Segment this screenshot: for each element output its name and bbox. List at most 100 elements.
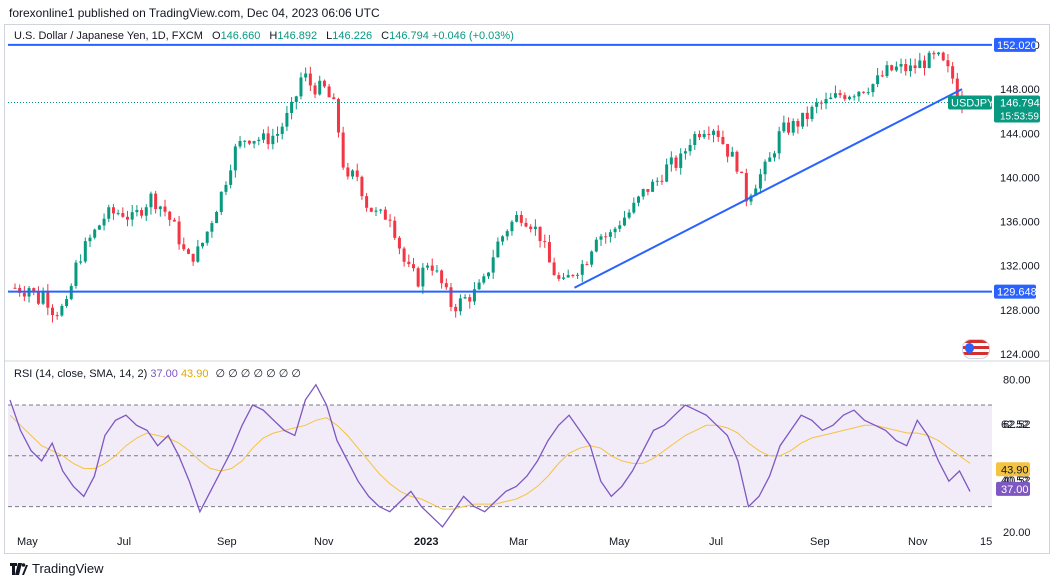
candle-body: [346, 167, 350, 177]
candle-body: [224, 184, 228, 192]
candle-body: [782, 122, 786, 132]
time-axis-tick-label: Sep: [810, 536, 830, 548]
candle-body: [810, 106, 814, 119]
close-value: 146.794: [389, 30, 429, 42]
candle-body: [285, 112, 289, 127]
candle-body: [215, 211, 219, 224]
candle-body: [688, 145, 692, 152]
candle-body: [801, 112, 805, 127]
us-flag-icon[interactable]: [962, 339, 990, 359]
candle-body: [472, 289, 476, 302]
candle-body: [683, 151, 687, 154]
time-axis-tick-label: 15: [980, 536, 992, 548]
price-axis-tick-label: 132.000: [1000, 261, 1040, 273]
candle-body: [796, 120, 800, 127]
candle-body: [702, 133, 706, 138]
candle-body: [880, 75, 884, 77]
candle-body: [336, 99, 340, 133]
candle-body: [280, 126, 284, 134]
candle-body: [618, 225, 622, 229]
candle-body: [562, 277, 566, 279]
candle-body: [201, 242, 205, 247]
candle-body: [847, 96, 851, 100]
rsi-axis-tick-label: 62.52: [1003, 419, 1031, 431]
candle-body: [857, 91, 861, 97]
price-axis-tick-label: 124.000: [1000, 349, 1040, 361]
candle-body: [749, 195, 753, 202]
candle-body: [538, 226, 542, 242]
time-axis-tick-label: Jul: [709, 536, 723, 548]
low-label: L: [326, 30, 333, 42]
candle-body: [140, 210, 144, 216]
candle-body: [660, 180, 664, 182]
candle-body: [566, 275, 570, 278]
price-axis-tick-label: 140.000: [1000, 172, 1040, 184]
candle-body: [149, 193, 153, 208]
candle-body: [407, 261, 411, 265]
candle-body: [904, 64, 908, 72]
footer-brand[interactable]: TradingView: [10, 561, 104, 576]
candle-body: [276, 133, 280, 136]
last-price-label: 146.794: [1000, 97, 1040, 109]
rsi-value-tag-label: 43.90: [1001, 464, 1029, 476]
candle-body: [430, 265, 434, 271]
candle-body: [758, 174, 762, 189]
candle-body: [529, 226, 533, 230]
candle-body: [261, 133, 265, 140]
candle-body: [599, 236, 603, 240]
candle-body: [594, 239, 598, 252]
time-axis-tick-label: Nov: [314, 536, 334, 548]
candle-body: [290, 101, 294, 113]
candle-body: [824, 99, 828, 104]
candle-body: [416, 268, 420, 287]
candle-body: [88, 237, 92, 242]
candle-body: [510, 221, 514, 232]
candle-body: [205, 231, 209, 243]
time-axis-tick-label: Mar: [509, 536, 528, 548]
candle-body: [102, 218, 106, 226]
candle-body: [116, 213, 120, 215]
candle-body: [126, 216, 130, 220]
price-axis-tick-label: 148.000: [1000, 84, 1040, 96]
candle-body: [697, 133, 701, 138]
candle-body: [210, 223, 214, 232]
candle-body: [435, 270, 439, 272]
candle-body: [576, 274, 580, 276]
candle-body: [941, 52, 945, 61]
candle-body: [885, 65, 889, 77]
candle-body: [46, 291, 50, 308]
time-axis-tick-label: Nov: [908, 536, 928, 548]
candle-body: [93, 229, 97, 238]
rsi-axis-tick-label: 20.00: [1003, 527, 1031, 539]
candle-body: [590, 251, 594, 265]
candle-body: [463, 297, 467, 299]
candle-body: [768, 157, 772, 162]
candle-body: [744, 173, 748, 202]
candle-body: [299, 77, 303, 97]
candle-body: [955, 78, 959, 98]
candle-body: [168, 211, 172, 220]
candle-body: [524, 222, 528, 227]
time-axis-tick-label: Jul: [117, 536, 131, 548]
change-value: +0.046 (+0.03%): [431, 30, 514, 42]
candle-body: [927, 52, 931, 68]
high-value: 146.892: [277, 30, 318, 42]
candle-body: [271, 135, 275, 145]
trendline: [573, 88, 963, 289]
candle-body: [519, 214, 523, 223]
candle-body: [951, 66, 955, 79]
low-value: 146.226: [332, 30, 373, 42]
candle-body: [172, 219, 176, 222]
candle-body: [369, 207, 373, 212]
candle-body: [805, 112, 809, 119]
candle-body: [866, 92, 870, 94]
candle-body: [899, 64, 903, 67]
time-axis-tick-label: Sep: [217, 536, 237, 548]
horizontal-level-tag: [994, 37, 1036, 52]
candle-body: [608, 232, 612, 237]
candle-body: [787, 122, 791, 133]
candle-body: [421, 267, 425, 287]
rsi-value-tag: [996, 462, 1030, 477]
candle-body: [135, 210, 139, 213]
